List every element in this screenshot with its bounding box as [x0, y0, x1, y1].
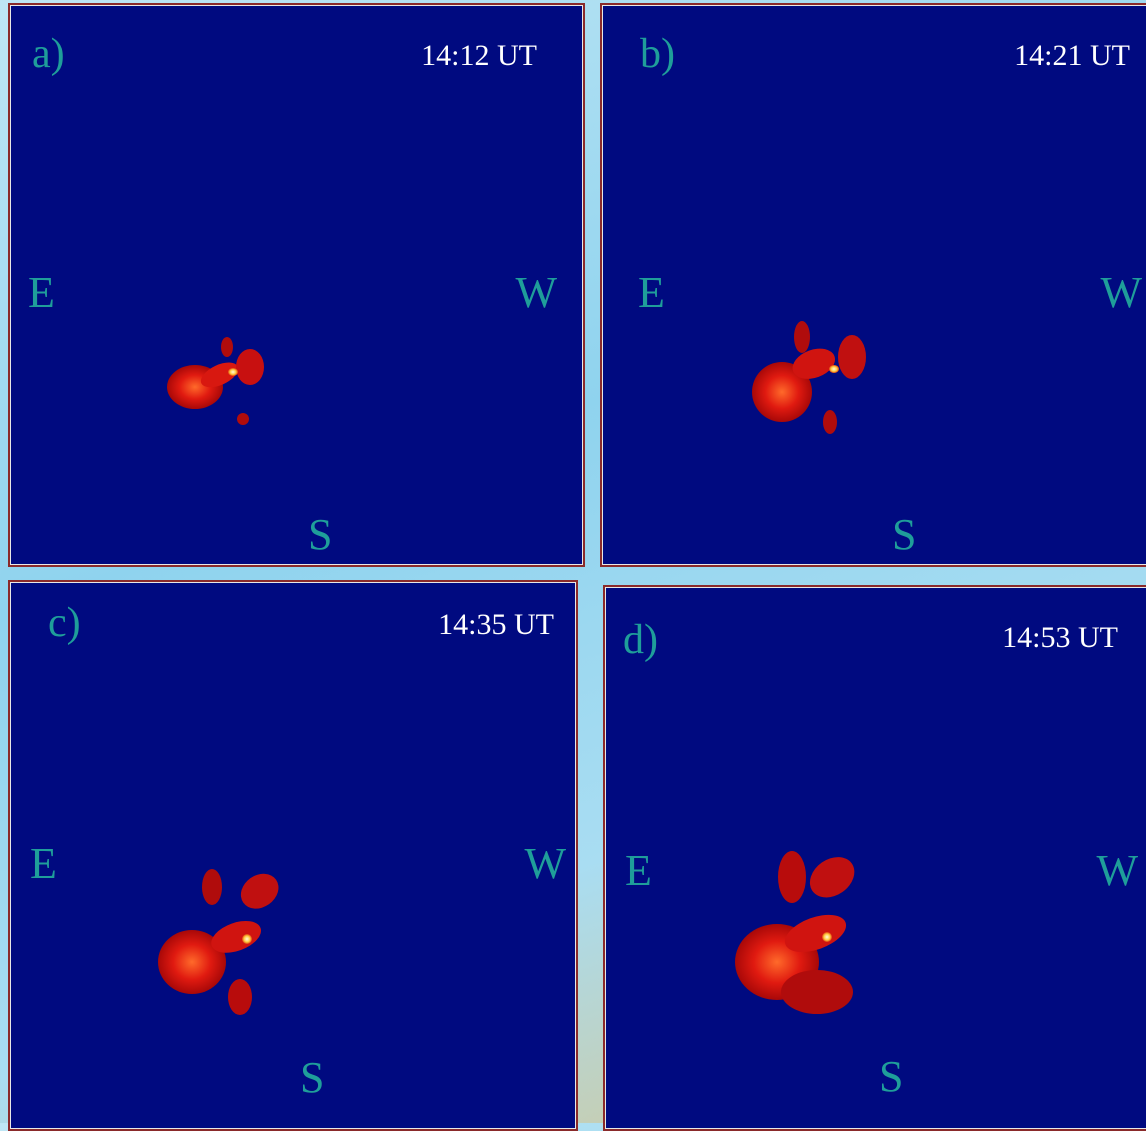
flare-image — [602, 5, 1146, 565]
panel-label: a) — [32, 33, 65, 75]
panel-label: b) — [640, 33, 675, 75]
east-label: E — [625, 849, 652, 893]
east-label: E — [28, 271, 55, 315]
panel-d: d) 14:53 UT E W S — [603, 585, 1146, 1131]
time-label: 14:53 UT — [1002, 623, 1118, 653]
time-label: 14:21 UT — [1014, 41, 1130, 71]
south-label: S — [300, 1056, 324, 1100]
south-label: S — [879, 1055, 903, 1099]
time-label: 14:12 UT — [421, 41, 537, 71]
flare-image — [10, 582, 576, 1129]
panel-c: c) 14:35 UT E W S — [8, 580, 578, 1131]
flare-image — [10, 5, 583, 565]
west-label: W — [1100, 271, 1142, 315]
flare-image — [605, 587, 1146, 1129]
page: a) 14:12 UT E W S b) 14:21 UT E W S c) 1… — [0, 0, 1146, 1123]
panel-label: c) — [48, 602, 81, 644]
time-label: 14:35 UT — [438, 610, 554, 640]
panel-a: a) 14:12 UT E W S — [8, 3, 585, 567]
south-label: S — [308, 513, 332, 557]
panel-label: d) — [623, 619, 658, 661]
west-label: W — [515, 271, 557, 315]
west-label: W — [524, 842, 566, 886]
south-label: S — [892, 513, 916, 557]
west-label: W — [1096, 849, 1138, 893]
east-label: E — [638, 271, 665, 315]
panel-b: b) 14:21 UT E W S — [600, 3, 1146, 567]
east-label: E — [30, 842, 57, 886]
